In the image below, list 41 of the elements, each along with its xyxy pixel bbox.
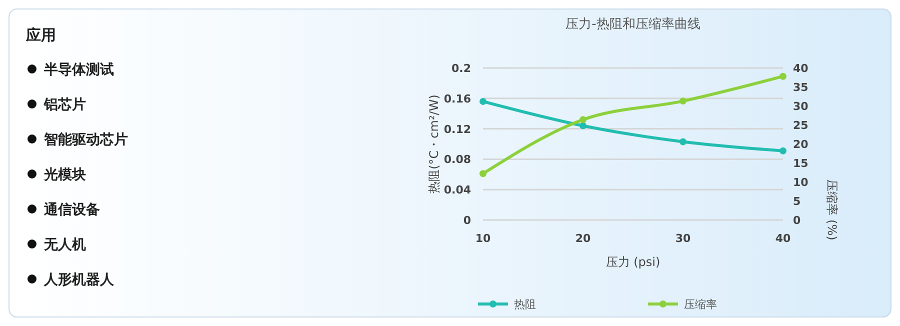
y2-tick-label: 10 — [793, 176, 809, 189]
y2-tick-label: 15 — [793, 157, 808, 170]
x-tick-label: 20 — [575, 232, 591, 245]
y2-tick-label: 0 — [793, 214, 801, 227]
y2-tick-label: 35 — [793, 81, 808, 94]
text: 光模块 — [43, 167, 86, 183]
text: 无人机 — [43, 237, 86, 253]
text: 铝芯片 — [43, 97, 86, 113]
y-axis-title: 热阻(°C・cm²/W) — [427, 94, 441, 194]
text: 半导体测试 — [43, 62, 114, 78]
y2-tick-label: 40 — [793, 62, 809, 75]
y2-tick-label: 5 — [793, 195, 801, 208]
y-tick-label: 0.12 — [444, 122, 471, 136]
y-tick-label: 0.04 — [444, 184, 472, 197]
y-tick-label: 0.2 — [452, 62, 471, 75]
text: 人形机器人 — [43, 272, 115, 288]
point — [480, 170, 486, 178]
y-tick-label: 0.08 — [444, 153, 471, 166]
x-tick-label: 30 — [675, 232, 691, 245]
x-tick-label: 10 — [475, 232, 491, 245]
y2-axis-title: 压缩率 (%) — [825, 180, 839, 240]
point — [680, 138, 686, 146]
point — [580, 116, 586, 124]
x-tick-label: 40 — [775, 232, 791, 245]
legend-label: 压缩率 — [684, 298, 717, 311]
point — [580, 122, 586, 130]
text: 通信设备 — [43, 201, 100, 218]
y-tick-label: 0.16 — [444, 92, 472, 106]
point — [680, 98, 686, 105]
y2-tick-label: 20 — [793, 138, 809, 151]
text: 智能驱动芯片 — [43, 132, 128, 148]
legend-label: 热阻 — [514, 298, 536, 311]
point — [780, 72, 786, 80]
text: 应用 — [25, 26, 56, 44]
point — [780, 147, 786, 154]
chart-title: 压力-热阻和压缩率曲线 — [566, 16, 700, 32]
y2-tick-label: 30 — [793, 100, 809, 113]
y2-tick-label: 25 — [793, 119, 808, 132]
y-tick-label: 0 — [463, 214, 472, 227]
x-axis-title: 压力 (psi) — [606, 255, 660, 269]
point — [480, 98, 486, 105]
